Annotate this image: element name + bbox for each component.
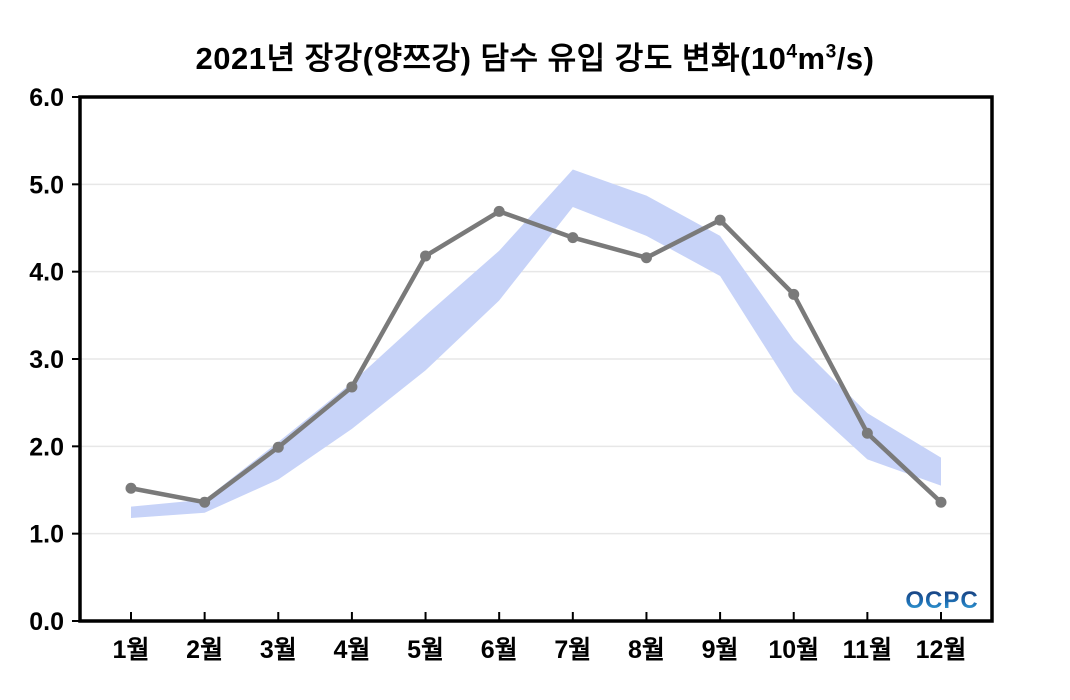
ocpc-logo: OCPC xyxy=(905,587,978,614)
data-point-marker xyxy=(125,482,137,494)
x-tick-label: 3월 xyxy=(260,636,297,664)
data-point-marker xyxy=(788,288,800,300)
x-tick-label: 4월 xyxy=(333,636,370,664)
data-point-marker xyxy=(861,427,873,439)
x-tick-label: 10월 xyxy=(768,636,819,664)
chart-title-exponent-4: 4 xyxy=(786,41,798,63)
x-tick-label: 11월 xyxy=(843,636,892,664)
data-point-marker xyxy=(272,441,284,453)
gridlines-layer xyxy=(80,183,992,535)
chart-title-unit-open: (10 xyxy=(740,41,787,76)
data-point-marker xyxy=(420,250,432,262)
tick-labels-layer: 0.0 1.0 2.0 3.0 4.0 5.0 6.0 1월 2월 3월 4월 5월 6월 7월 8월 9월 1… xyxy=(29,84,966,664)
x-tick-label: 7월 xyxy=(554,636,591,664)
data-point-marker xyxy=(935,496,947,508)
observed-line xyxy=(128,209,944,505)
climatology-band-layer xyxy=(131,169,941,518)
climatology-band xyxy=(131,169,941,518)
data-point-marker xyxy=(567,232,579,244)
y-tick-label: 2.0 xyxy=(29,433,64,461)
data-line-layer xyxy=(125,205,947,508)
x-tick-label: 2월 xyxy=(186,636,223,664)
x-tick-label: 5월 xyxy=(407,636,444,664)
x-tick-label: 12월 xyxy=(916,636,967,664)
chart-title-unit-m: m xyxy=(797,41,826,76)
x-tick-label: 6월 xyxy=(481,636,518,664)
x-tick-label: 1월 xyxy=(113,636,150,664)
data-point-marker xyxy=(493,205,505,217)
chart-title-unit-close: /s) xyxy=(836,41,875,76)
y-tick-label: 4.0 xyxy=(29,259,64,287)
data-point-marker xyxy=(640,252,652,264)
y-tick-label: 6.0 xyxy=(29,84,64,112)
chart-title: 2021년 장강(양쯔강) 담수 유입 강도 변화(104m3/s) xyxy=(0,33,1070,78)
data-point-marker xyxy=(714,214,726,226)
data-point-marker xyxy=(346,381,358,393)
y-tick-label: 1.0 xyxy=(29,521,64,549)
chart-title-exponent-3: 3 xyxy=(825,41,837,63)
x-tick-label: 9월 xyxy=(702,636,739,664)
x-tick-label: 8월 xyxy=(628,636,665,664)
y-tick-label: 3.0 xyxy=(29,346,64,374)
y-tick-label: 5.0 xyxy=(29,171,64,199)
y-tick-label: 0.0 xyxy=(29,608,64,636)
axes-layer xyxy=(72,95,994,623)
chart-title-text: 2021년 장강(양쯔강) 담수 유입 강도 변화 xyxy=(195,41,740,76)
data-point-marker xyxy=(199,496,211,508)
